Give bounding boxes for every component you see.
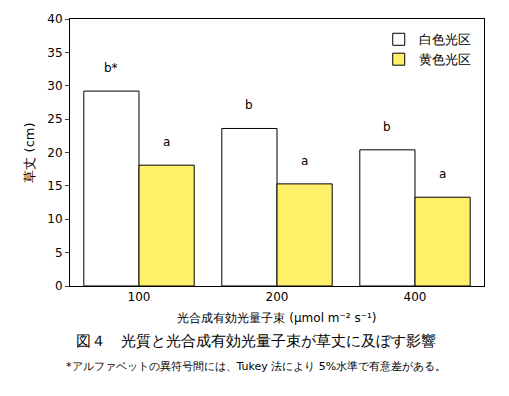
svg-text:10: 10 — [47, 212, 62, 226]
svg-text:100: 100 — [128, 290, 151, 304]
svg-text:0: 0 — [55, 279, 63, 293]
svg-text:白色光区: 白色光区 — [419, 32, 471, 47]
svg-text:20: 20 — [47, 146, 62, 160]
svg-text:400: 400 — [404, 290, 427, 304]
svg-text:200: 200 — [266, 290, 289, 304]
svg-text:35: 35 — [47, 46, 62, 60]
svg-text:図４ 光質と光合成有効光量子束が草丈に及ぼす影響: 図４ 光質と光合成有効光量子束が草丈に及ぼす影響 — [76, 332, 436, 350]
svg-text:30: 30 — [47, 79, 62, 93]
svg-text:25: 25 — [47, 112, 62, 126]
svg-text:黄色光区: 黄色光区 — [419, 52, 471, 67]
svg-text:15: 15 — [47, 179, 62, 193]
svg-text:a: a — [163, 135, 170, 149]
svg-text:40: 40 — [47, 12, 62, 26]
svg-text:b*: b* — [104, 61, 118, 75]
svg-text:*アルファベットの異符号間には、Tukey 法により 5%水: *アルファベットの異符号間には、Tukey 法により 5%水準で有意差がある。 — [66, 360, 446, 373]
svg-text:光合成有効光量子束 (μmol m⁻² s⁻¹): 光合成有効光量子束 (μmol m⁻² s⁻¹) — [177, 311, 376, 325]
svg-text:a: a — [439, 167, 446, 181]
svg-text:b: b — [383, 120, 391, 134]
svg-text:a: a — [301, 154, 308, 168]
svg-text:b: b — [245, 98, 253, 112]
svg-text:5: 5 — [55, 246, 63, 260]
svg-text:草丈 (cm): 草丈 (cm) — [22, 122, 37, 182]
